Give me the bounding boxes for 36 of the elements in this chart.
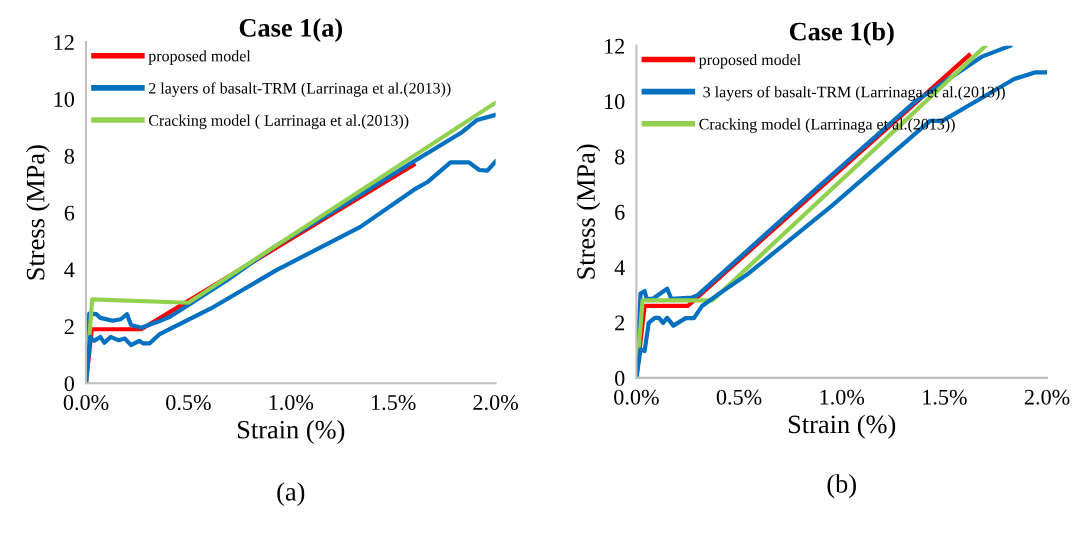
y-tick-label: 6 — [615, 204, 625, 220]
y-axis-title: Stress (MPa) — [25, 145, 50, 280]
legend-label: proposed model — [148, 50, 251, 65]
y-tick-label: 4 — [64, 262, 75, 278]
x-tick-label: 1.0% — [820, 389, 865, 405]
legend-label: proposed model — [698, 53, 801, 69]
x-tick-label: 0.0% — [614, 389, 659, 405]
chart-title: Case 1(a) — [239, 18, 343, 43]
x-tick-label: 0.5% — [166, 394, 211, 411]
text: (a) — [277, 482, 305, 507]
y-tick-label: 8 — [64, 148, 75, 164]
y-tick-label: 10 — [605, 94, 625, 110]
text: (b) — [827, 474, 856, 499]
x-tick-label: 0.0% — [63, 394, 109, 411]
y-tick-label: 0 — [615, 370, 625, 386]
y-tick-label: 4 — [614, 260, 625, 275]
y-tick-label: 0 — [64, 376, 75, 392]
y-tick-label: 2 — [64, 319, 74, 335]
x-tick-label: 1.5% — [371, 394, 416, 411]
x-axis-title: Strain (%) — [788, 414, 896, 439]
x-tick-label: 1.0% — [269, 394, 314, 411]
x-tick-label: 2.0% — [473, 394, 518, 411]
x-tick-label: 0.5% — [716, 389, 762, 405]
chart-title: Case 1(b) — [789, 21, 894, 46]
y-tick-label: 10 — [54, 91, 75, 107]
y-axis-title: Stress (MPa) — [576, 144, 601, 279]
y-tick-label: 12 — [54, 35, 74, 50]
y-tick-label: 6 — [64, 205, 75, 221]
legend-label: 2 layers of basalt-TRM (Larrinaga et al.(2013)) — [148, 82, 451, 97]
x-tick-label: 2.0% — [1024, 389, 1070, 405]
x-axis-title: Strain (%) — [237, 420, 345, 444]
legend-label: Cracking model ( Larrinaga et al.(2013)) — [148, 114, 409, 130]
y-tick-label: 2 — [615, 315, 625, 331]
y-tick-label: 8 — [615, 149, 625, 165]
y-tick-label: 12 — [605, 38, 625, 54]
x-tick-label: 1.5% — [923, 389, 967, 405]
